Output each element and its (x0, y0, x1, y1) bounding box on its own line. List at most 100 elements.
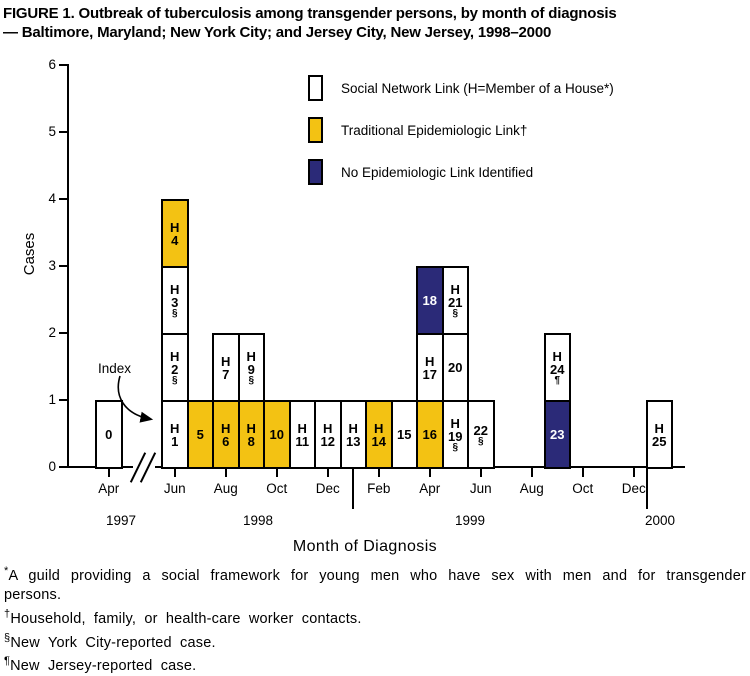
case-box-23: 23 (543, 400, 571, 469)
case-box-H14: H 14 (365, 400, 393, 469)
y-axis-tick (59, 332, 68, 334)
legend-swatch-no-link-icon (308, 159, 323, 185)
y-axis-line (67, 64, 69, 468)
footnote-text: A guild providing a social framework for… (4, 567, 746, 603)
y-axis-tick-label: 3 (48, 258, 56, 273)
y-axis-tick (59, 131, 68, 133)
x-axis-month-label: Aug (519, 481, 544, 496)
x-axis-month-label: Dec (621, 481, 646, 496)
x-axis-month-label: Oct (572, 481, 594, 496)
y-axis-title: Cases (21, 232, 38, 276)
case-box-H3: H 3 § (161, 266, 189, 335)
footnote-house-definition: *A guild providing a social framework fo… (4, 562, 746, 605)
x-axis-tick (428, 467, 431, 477)
legend-label-social: Social Network Link (H=Member of a House… (341, 80, 614, 96)
x-axis-month-label: Jun (469, 481, 492, 496)
y-axis-tick-label: 5 (48, 124, 56, 139)
y-axis-tick (59, 265, 68, 267)
case-box-H19: H 19 § (441, 400, 469, 469)
x-axis-tick (326, 467, 329, 477)
y-axis-tick (59, 64, 68, 66)
x-axis-tick (107, 467, 110, 477)
y-axis-tick (59, 466, 68, 468)
y-axis-tick-label: 2 (48, 325, 56, 340)
figure-title: FIGURE 1. Outbreak of tuberculosis among… (3, 4, 748, 42)
figure-1-tb-outbreak-chart: FIGURE 1. Outbreak of tuberculosis among… (3, 4, 748, 675)
x-axis-month-label: Apr (98, 481, 120, 496)
footnote-nj-case: ¶New Jersey-reported case. (4, 652, 746, 676)
year-separator-1998-1999 (352, 467, 354, 509)
case-box-10: 10 (263, 400, 291, 469)
legend-item-no-link: No Epidemiologic Link Identified (308, 159, 614, 185)
x-axis-tick (173, 467, 176, 477)
footnote-marker: † (4, 607, 11, 620)
y-axis-tick-label: 1 (48, 392, 56, 407)
y-axis-tick-label: 4 (48, 191, 56, 206)
x-axis-year-label: 1999 (454, 513, 486, 528)
case-box-H2: H 2 § (161, 333, 189, 402)
case-box-H24: H 24 ¶ (543, 333, 571, 402)
legend-swatch-traditional-icon (308, 117, 323, 143)
x-axis-tick (479, 467, 482, 477)
x-axis-tick (275, 467, 278, 477)
case-box-20: 20 (441, 333, 469, 402)
y-axis-tick-label: 0 (48, 459, 56, 474)
footnotes: *A guild providing a social framework fo… (4, 562, 746, 676)
legend: Social Network Link (H=Member of a House… (308, 75, 614, 201)
figure-title-line-2: — Baltimore, Maryland; New York City; an… (3, 24, 552, 41)
x-axis-month-label: Oct (266, 481, 288, 496)
case-box-H21: H 21 § (441, 266, 469, 335)
case-box-16: 16 (416, 400, 444, 469)
case-box-H17: H 17 (416, 333, 444, 402)
legend-label-traditional: Traditional Epidemiologic Link† (341, 122, 528, 138)
case-box-0: 0 (95, 400, 123, 469)
x-axis-title: Month of Diagnosis (292, 538, 438, 555)
case-box-18: 18 (416, 266, 444, 335)
x-axis-tick (377, 467, 380, 477)
case-box-H9: H 9 § (237, 333, 265, 402)
case-box-H13: H 13 (339, 400, 367, 469)
footnote-traditional-link: †Household, family, or health-care worke… (4, 605, 746, 629)
legend-label-no-link: No Epidemiologic Link Identified (341, 164, 534, 180)
footnote-text: New York City-reported case. (10, 634, 216, 651)
x-axis-month-label: Apr (419, 481, 441, 496)
figure-title-line-1: FIGURE 1. Outbreak of tuberculosis among… (3, 5, 617, 22)
footnote-text: New Jersey-reported case. (10, 658, 197, 675)
x-axis-year-label: 1997 (105, 513, 137, 528)
legend-item-social-network-link: Social Network Link (H=Member of a House… (308, 75, 614, 101)
case-box-22: 22 § (467, 400, 495, 469)
y-axis-tick (59, 198, 68, 200)
x-axis-year-label: 2000 (644, 513, 676, 528)
y-axis-tick-label: 6 (48, 57, 56, 72)
year-separator-1999-2000 (646, 467, 648, 509)
case-box-H12: H 12 (314, 400, 342, 469)
plot-area: Cases Index Social Network Link (H=Membe… (21, 57, 685, 528)
legend-item-traditional-link: Traditional Epidemiologic Link† (308, 117, 614, 143)
case-box-5: 5 (186, 400, 214, 469)
case-box-H11: H 11 (288, 400, 316, 469)
legend-swatch-social-icon (308, 75, 323, 101)
case-box-15: 15 (390, 400, 418, 469)
case-box-H25: H 25 (645, 400, 673, 469)
x-axis-tick (632, 467, 635, 477)
index-arrow-icon (117, 375, 154, 423)
x-axis-tick (530, 467, 533, 477)
index-case-label: Index (98, 361, 132, 376)
footnote-marker: § (4, 631, 11, 644)
x-axis-year-label: 1998 (242, 513, 274, 528)
x-axis-month-label: Jun (163, 481, 186, 496)
x-axis-month-label: Aug (213, 481, 238, 496)
x-axis-tick (581, 467, 584, 477)
x-axis-month-label: Dec (315, 481, 340, 496)
footnote-text: Household, family, or health-care worker… (10, 610, 362, 627)
y-axis-tick (59, 399, 68, 401)
footnote-nyc-case: §New York City-reported case. (4, 629, 746, 653)
footnote-marker: * (4, 565, 9, 577)
x-axis-month-label: Feb (367, 481, 391, 496)
x-axis-tick (224, 467, 227, 477)
